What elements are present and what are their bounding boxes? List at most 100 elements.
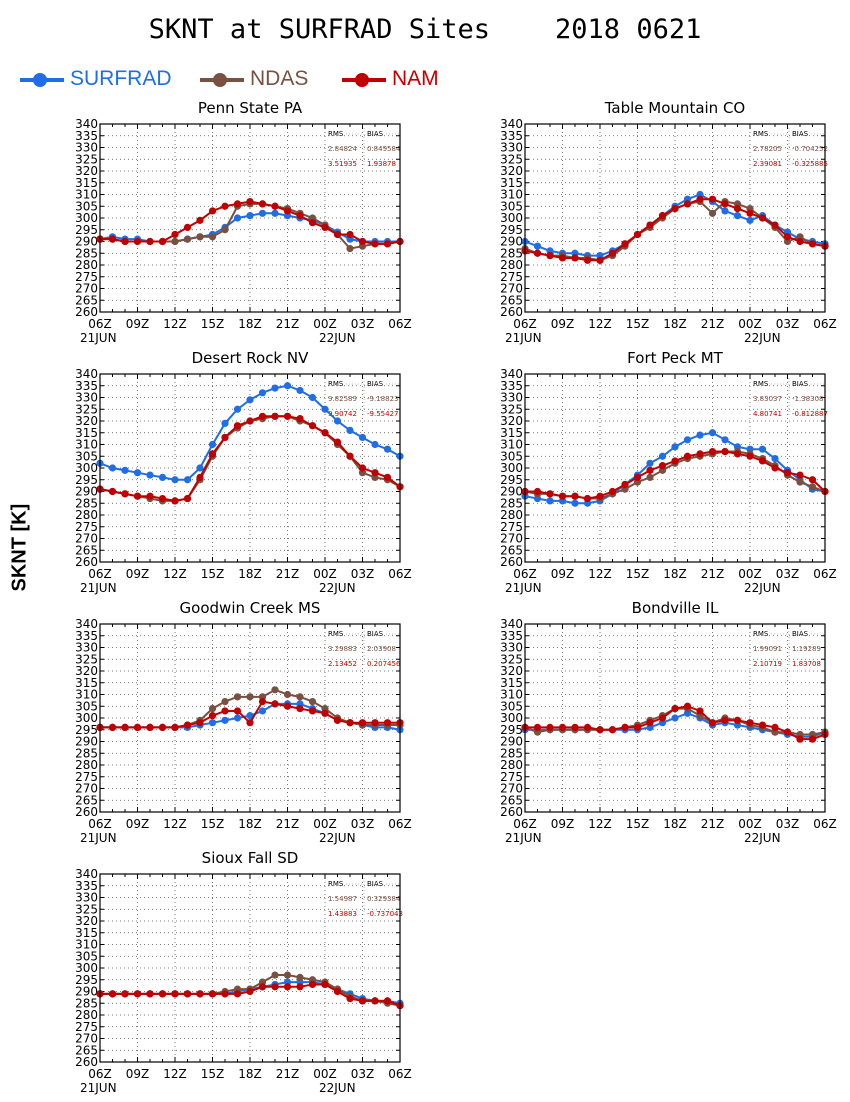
y-tick-label: 325 xyxy=(75,152,98,166)
date-label: 22JUN xyxy=(319,1081,356,1095)
y-tick-label: 330 xyxy=(75,141,98,155)
data-point-surfrad xyxy=(658,452,667,460)
data-point-nam xyxy=(346,719,354,727)
chart-panel: 2602652702752802852902953003053103153203… xyxy=(500,367,837,595)
data-point-ndas xyxy=(346,244,354,253)
data-point-nam xyxy=(171,230,179,239)
data-point-surfrad xyxy=(258,389,267,397)
x-tick-label: 15Z xyxy=(201,817,225,831)
data-point-nam xyxy=(658,212,667,220)
x-tick-label: 06Z xyxy=(88,567,112,581)
data-point-nam xyxy=(196,990,204,998)
y-tick-label: 285 xyxy=(500,496,523,510)
stats-rms-value: 1.54987 xyxy=(328,895,357,903)
data-point-nam xyxy=(246,719,254,727)
x-tick-label: 03Z xyxy=(351,1067,375,1081)
data-point-surfrad xyxy=(121,466,129,474)
data-point-nam xyxy=(708,719,717,727)
data-point-nam xyxy=(358,237,367,246)
data-point-surfrad xyxy=(533,242,542,250)
data-point-nam xyxy=(221,990,229,998)
data-point-nam xyxy=(358,719,367,727)
data-point-surfrad xyxy=(683,436,692,444)
y-tick-label: 320 xyxy=(500,164,523,178)
x-tick-label: 06Z xyxy=(513,317,537,331)
stats-rms-value: 1.43883 xyxy=(328,910,357,918)
data-point-nam xyxy=(808,240,817,248)
y-tick-label: 295 xyxy=(75,473,98,487)
panel-title: Table Mountain CO xyxy=(604,99,746,117)
plot-frame xyxy=(99,873,401,1063)
x-tick-label: 03Z xyxy=(776,567,800,581)
data-point-nam xyxy=(333,438,342,446)
data-point-nam xyxy=(546,490,554,498)
y-tick-label: 280 xyxy=(75,1008,98,1022)
x-tick-label: 06Z xyxy=(88,817,112,831)
y-tick-label: 270 xyxy=(75,1032,98,1046)
y-tick-label: 275 xyxy=(500,270,523,284)
data-point-nam xyxy=(146,237,154,246)
data-point-ndas xyxy=(208,705,217,713)
data-point-nam xyxy=(383,997,392,1005)
y-tick-label: 330 xyxy=(500,641,523,655)
stats-bias-value: 1.83708 xyxy=(792,660,821,668)
x-tick-label: 06Z xyxy=(513,567,537,581)
data-point-nam xyxy=(346,994,354,1003)
y-tick-label: 265 xyxy=(75,1043,98,1057)
data-point-nam xyxy=(683,200,692,208)
data-point-nam xyxy=(121,990,129,998)
data-point-surfrad xyxy=(171,476,179,484)
stats-bias-value: 0.329384 xyxy=(367,895,401,903)
plot-frame xyxy=(524,373,826,563)
date-label: 21JUN xyxy=(505,581,542,595)
y-tick-label: 335 xyxy=(500,129,523,143)
panel-title: Penn State PA xyxy=(197,99,303,117)
data-point-nam xyxy=(771,221,779,229)
stats-header-rms: RMS xyxy=(753,380,769,388)
data-point-nam xyxy=(546,723,554,731)
stats-bias-value: -0.704252 xyxy=(792,145,828,153)
data-point-nam xyxy=(608,249,617,257)
data-point-nam xyxy=(271,700,279,708)
x-tick-label: 15Z xyxy=(201,567,225,581)
data-point-nam xyxy=(796,735,804,743)
y-tick-label: 270 xyxy=(75,782,98,796)
x-tick-label: 09Z xyxy=(551,817,575,831)
data-point-nam xyxy=(146,723,154,731)
data-point-nam xyxy=(133,990,142,998)
data-point-nam xyxy=(208,207,217,215)
y-tick-label: 260 xyxy=(500,805,523,819)
data-point-nam xyxy=(733,205,742,213)
data-point-ndas xyxy=(296,973,304,981)
x-tick-label: 09Z xyxy=(126,817,150,831)
y-tick-label: 270 xyxy=(75,532,98,546)
data-point-nam xyxy=(746,209,754,217)
data-point-nam xyxy=(371,997,379,1005)
y-tick-label: 300 xyxy=(75,211,98,225)
data-point-nam xyxy=(758,457,767,465)
chart-panel: 2602652702752802852902953003053103153203… xyxy=(500,117,837,345)
data-point-nam xyxy=(321,709,329,717)
y-tick-label: 330 xyxy=(500,391,523,405)
y-tick-label: 265 xyxy=(500,543,523,557)
y-tick-label: 310 xyxy=(75,188,98,202)
x-tick-label: 03Z xyxy=(776,317,800,331)
x-tick-label: 21Z xyxy=(701,817,725,831)
plot-frame xyxy=(524,623,826,813)
data-point-nam xyxy=(771,464,779,472)
data-point-nam xyxy=(258,412,267,420)
y-tick-label: 340 xyxy=(75,867,98,881)
data-point-surfrad xyxy=(708,429,717,437)
data-point-ndas xyxy=(308,697,317,706)
data-point-surfrad xyxy=(371,440,379,449)
x-tick-label: 18Z xyxy=(238,317,262,331)
data-point-nam xyxy=(371,240,379,248)
y-tick-label: 335 xyxy=(75,379,98,393)
stats-bias-value: -1.38308 xyxy=(792,395,823,403)
stats-rms-value: 3.29883 xyxy=(328,645,357,653)
panel-title: Goodwin Creek MS xyxy=(179,599,321,617)
data-point-ndas xyxy=(196,233,204,241)
data-point-ndas xyxy=(808,483,817,491)
data-point-surfrad xyxy=(333,417,342,425)
y-tick-label: 275 xyxy=(75,770,98,784)
